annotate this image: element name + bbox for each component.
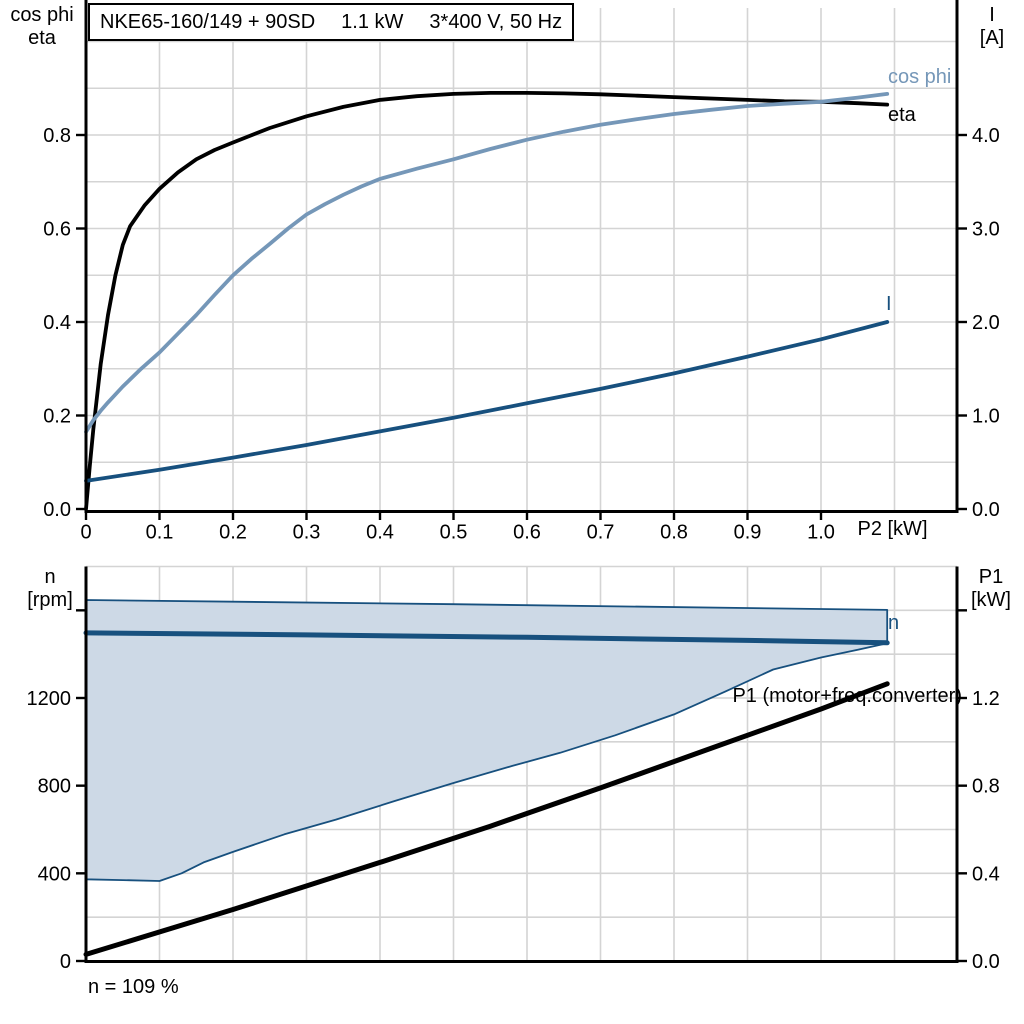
svg-text:1200: 1200 [27, 688, 72, 710]
svg-text:0.9: 0.9 [734, 522, 762, 544]
axis-title-eta: eta [28, 27, 56, 49]
svg-text:0.0: 0.0 [43, 499, 71, 521]
speed-percentage-note: n = 109 % [88, 976, 179, 998]
current-curve-label: I [886, 293, 892, 315]
axis-title-n: n [44, 566, 56, 588]
svg-text:0.4: 0.4 [972, 863, 1000, 885]
svg-text:0.7: 0.7 [587, 522, 615, 544]
top-right-axis-title: I [A] [962, 4, 1022, 50]
top-left-axis-title: cos phi eta [2, 4, 82, 50]
axis-title-rpm-unit: [rpm] [27, 589, 73, 611]
axis-title-current-unit: [A] [979, 27, 1005, 49]
cos-phi-curve-label: cos phi [888, 66, 952, 88]
axis-title-p1-unit: [kW] [971, 589, 1011, 611]
svg-text:400: 400 [38, 863, 71, 885]
svg-text:1.0: 1.0 [807, 522, 835, 544]
svg-text:0: 0 [60, 951, 71, 973]
svg-text:0.8: 0.8 [972, 776, 1000, 798]
svg-text:0.4: 0.4 [366, 522, 394, 544]
svg-text:0.0: 0.0 [972, 499, 1000, 521]
axis-title-p1: P1 [978, 566, 1004, 588]
svg-text:0.2: 0.2 [219, 522, 247, 544]
svg-text:1.2: 1.2 [972, 688, 1000, 710]
chart-title-box: NKE65-160/149 + 90SD 1.1 kW 3*400 V, 50 … [88, 3, 575, 41]
svg-text:0.5: 0.5 [440, 522, 468, 544]
supply-voltage-frequency: 3*400 V, 50 Hz [429, 10, 563, 33]
svg-text:0.3: 0.3 [293, 522, 321, 544]
p1-curve-label: P1 (motor+freq.converter) [732, 685, 962, 707]
svg-text:800: 800 [38, 776, 71, 798]
speed-curve-label: n [888, 612, 900, 634]
svg-text:4.0: 4.0 [972, 125, 1000, 147]
eta-curve-label: eta [888, 104, 916, 126]
bottom-left-axis-title: n [rpm] [10, 566, 90, 612]
svg-text:0.6: 0.6 [513, 522, 541, 544]
svg-text:0.1: 0.1 [146, 522, 174, 544]
svg-text:0.8: 0.8 [43, 125, 71, 147]
x-axis-label: P2 [kW] [857, 518, 928, 540]
axis-title-current: I [989, 4, 995, 26]
svg-text:0: 0 [80, 522, 91, 544]
rated-power: 1.1 kW [341, 10, 404, 33]
pump-model: NKE65-160/149 + 90SD [100, 10, 316, 33]
svg-text:0.6: 0.6 [43, 219, 71, 241]
svg-text:0.0: 0.0 [972, 951, 1000, 973]
bottom-right-axis-title: P1 [kW] [960, 566, 1022, 612]
svg-text:2.0: 2.0 [972, 312, 1000, 334]
svg-text:0.4: 0.4 [43, 312, 71, 334]
svg-text:3.0: 3.0 [972, 219, 1000, 241]
axis-title-cos-phi: cos phi [10, 4, 74, 26]
svg-text:1.0: 1.0 [972, 406, 1000, 428]
svg-text:0.2: 0.2 [43, 406, 71, 428]
svg-text:0.8: 0.8 [660, 522, 688, 544]
